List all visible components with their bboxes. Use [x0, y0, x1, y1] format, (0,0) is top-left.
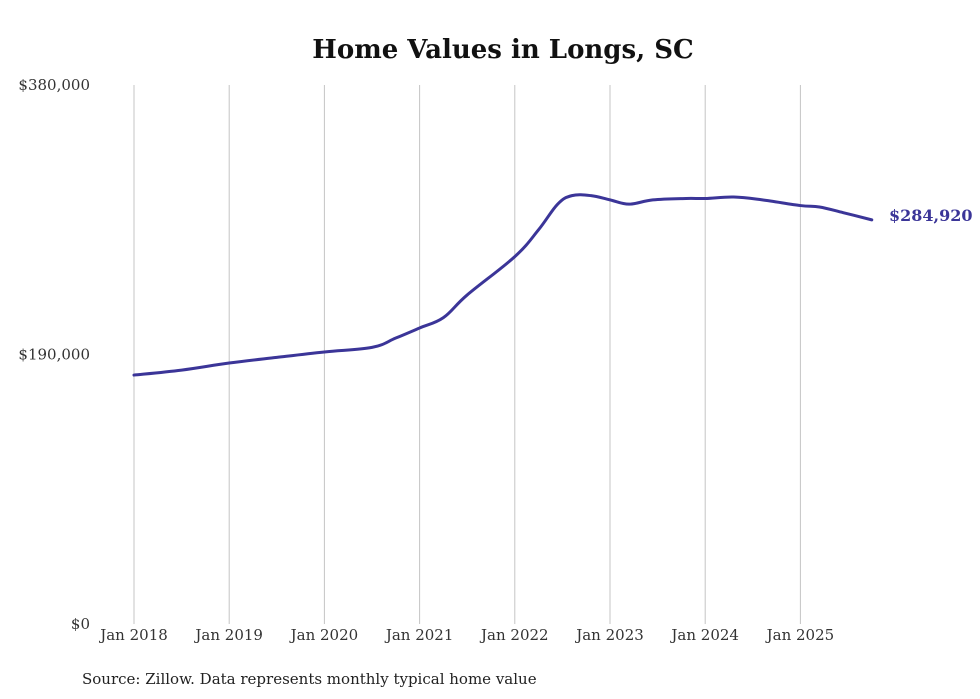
series-line: [132, 193, 874, 377]
x-tick-label: Jan 2022: [479, 626, 549, 644]
y-tick-label: $190,000: [18, 346, 90, 364]
x-tick-label: Jan 2018: [98, 626, 168, 644]
y-tick-label: $0: [71, 615, 90, 633]
series-group: [132, 193, 874, 377]
source-note: Source: Zillow. Data represents monthly …: [82, 670, 537, 688]
gridlines: [133, 85, 801, 624]
x-tick-label: Jan 2020: [289, 626, 359, 644]
y-axis: $0 $190,000 $380,000: [18, 76, 90, 633]
chart-title: Home Values in Longs, SC: [312, 35, 693, 65]
x-axis: Jan 2018 Jan 2019 Jan 2020 Jan 2021 Jan 2022…: [98, 626, 834, 644]
x-tick-label: Jan 2025: [765, 626, 835, 644]
x-tick-label: Jan 2023: [574, 626, 644, 644]
x-tick-label: Jan 2024: [669, 626, 739, 644]
end-value-label: $284,920: [889, 206, 973, 225]
x-tick-label: Jan 2021: [384, 626, 454, 644]
y-tick-label: $380,000: [18, 76, 90, 94]
x-tick-label: Jan 2019: [193, 626, 263, 644]
